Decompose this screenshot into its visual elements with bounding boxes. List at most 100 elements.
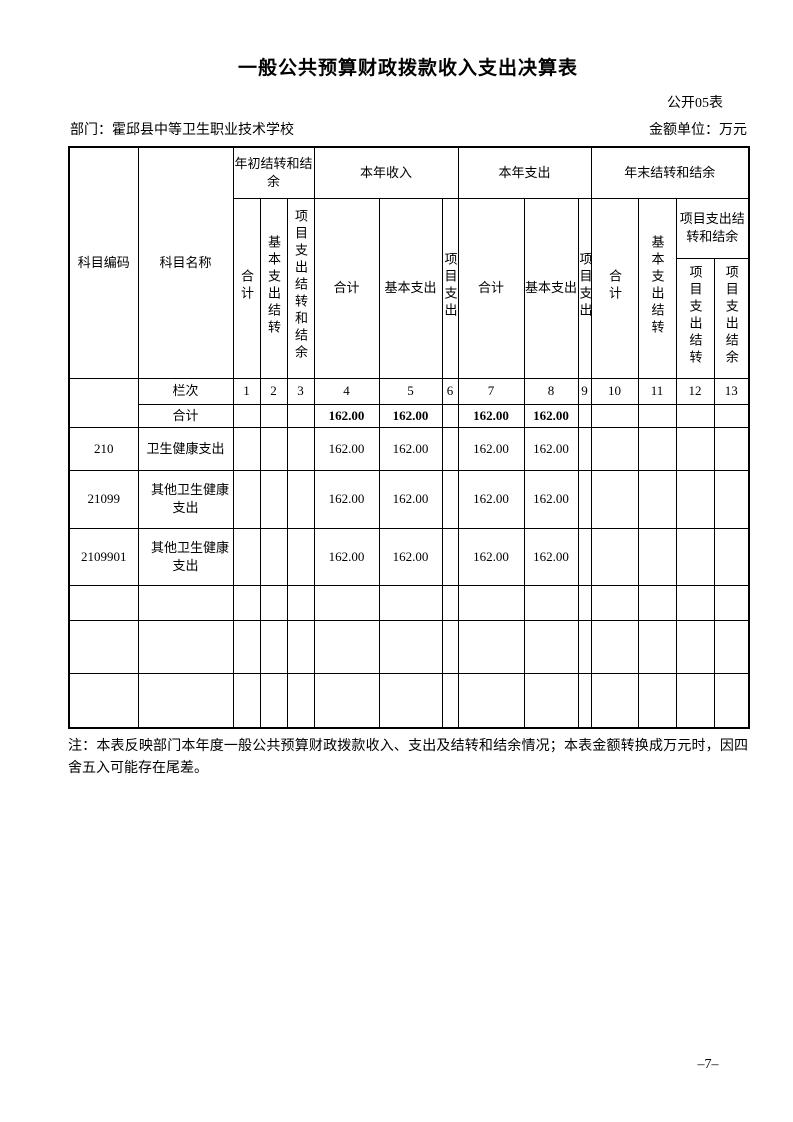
cell-empty — [378, 584, 443, 621]
header-col3: 项目支出结转和结余 — [286, 197, 315, 379]
cell-value: 162.00 — [378, 403, 443, 428]
cell-value — [577, 426, 592, 471]
header-col11-label: 基本支出结转 — [649, 234, 665, 337]
header-col5: 基本支出 — [378, 197, 443, 379]
table-row-empty — [68, 584, 750, 621]
header-col13-label: 项目支出结余 — [723, 264, 739, 367]
cell-empty — [577, 672, 592, 729]
cell-empty — [232, 619, 261, 674]
page-number: –7– — [697, 1057, 719, 1072]
column-index-11: 11 — [637, 377, 677, 405]
cell-value — [441, 527, 459, 586]
cell-value — [232, 403, 261, 428]
cell-value — [286, 527, 315, 586]
header-col1-label: 合计 — [239, 268, 254, 303]
cell-value: 162.00 — [457, 527, 525, 586]
cell-empty — [637, 672, 677, 729]
cell-name: 其他卫生健康支出 — [137, 527, 234, 586]
cell-empty — [68, 672, 139, 729]
header-col9: 项目支出 — [577, 197, 592, 379]
header-col3-label: 项目支出结转和结余 — [293, 209, 308, 363]
unit-label: 金额单位：万元 — [649, 123, 747, 138]
header-col1: 合计 — [232, 197, 261, 379]
column-index-7: 7 — [457, 377, 525, 405]
cell-value — [577, 469, 592, 529]
cell-empty — [590, 619, 639, 674]
header-col9-label: 项目支出 — [578, 251, 591, 320]
cell-value — [675, 426, 715, 471]
cell-empty — [577, 619, 592, 674]
cell-value — [713, 403, 750, 428]
cell-name: 其他卫生健康支出 — [137, 469, 234, 529]
cell-value — [675, 527, 715, 586]
cell-value: 162.00 — [523, 469, 579, 529]
cell-empty — [637, 584, 677, 621]
header-group-row: 科目编码 科目名称 年初结转和结余 本年收入 本年支出 年末结转和结余 — [68, 146, 750, 379]
cell-code: 21099 — [68, 469, 139, 529]
column-index-6: 6 — [441, 377, 459, 405]
header-end-balance-group: 年末结转和结余 — [590, 146, 750, 199]
cell-value — [675, 403, 715, 428]
table-row: 21099 其他卫生健康支出 162.00 162.00 162.00 162.… — [68, 469, 750, 529]
cell-empty — [713, 619, 750, 674]
cell-value: 162.00 — [457, 469, 525, 529]
cell-value: 162.00 — [313, 469, 380, 529]
budget-table: 科目编码 科目名称 年初结转和结余 本年收入 本年支出 年末结转和结余 合计 基… — [68, 146, 751, 729]
cell-blank-code — [68, 377, 139, 428]
cell-empty — [523, 672, 579, 729]
column-index-row: 栏次 1 2 3 4 5 6 7 8 9 10 11 12 13 — [68, 377, 750, 428]
table-row: 2109901 其他卫生健康支出 162.00 162.00 162.00 16… — [68, 527, 750, 586]
cell-empty — [286, 619, 315, 674]
cell-code: 210 — [68, 426, 139, 471]
cell-value — [441, 426, 459, 471]
header-col10-label: 合计 — [607, 268, 622, 303]
column-index-10: 10 — [590, 377, 639, 405]
cell-value — [259, 527, 288, 586]
cell-value — [259, 469, 288, 529]
column-index-8: 8 — [523, 377, 579, 405]
column-index-13: 13 — [713, 377, 750, 405]
cell-empty — [232, 584, 261, 621]
header-col10: 合计 — [590, 197, 639, 379]
cell-empty — [675, 619, 715, 674]
cell-empty — [441, 672, 459, 729]
cell-value — [577, 527, 592, 586]
header-sub-row2: 项目支出结转 项目支出结余 — [69, 257, 750, 379]
header-sub-row: 合计 基本支出结转 项目支出结转和结余 合计 基本支出 项目支出 合计 基本支出… — [69, 197, 750, 379]
header-begin-balance-group: 年初结转和结余 — [232, 146, 315, 199]
header-col12: 项目支出结转 — [675, 257, 715, 379]
cell-value — [713, 527, 750, 586]
header-expenditure-group: 本年支出 — [457, 146, 592, 199]
column-index-9: 9 — [577, 377, 592, 405]
cell-value — [675, 469, 715, 529]
column-index-3: 3 — [286, 377, 315, 405]
table-row-total: 合计 162.00 162.00 162.00 162.00 — [69, 403, 750, 428]
cell-value — [637, 426, 677, 471]
cell-value: 162.00 — [523, 403, 579, 428]
cell-value — [232, 469, 261, 529]
table-row: 210 卫生健康支出 162.00 162.00 162.00 162.00 — [68, 426, 750, 471]
table-row-empty — [68, 672, 750, 729]
cell-value — [590, 469, 639, 529]
cell-empty — [232, 672, 261, 729]
column-index-2: 2 — [259, 377, 288, 405]
cell-value — [232, 527, 261, 586]
column-index-4: 4 — [313, 377, 380, 405]
cell-value — [232, 426, 261, 471]
header-end-project-group: 项目支出结转和结余 — [675, 197, 750, 259]
cell-value: 162.00 — [457, 403, 525, 428]
cell-value: 162.00 — [313, 527, 380, 586]
cell-empty — [259, 672, 288, 729]
header-col6-label: 项目支出 — [442, 251, 458, 320]
cell-name: 合计 — [137, 403, 234, 428]
cell-name: 卫生健康支出 — [137, 426, 234, 471]
cell-empty — [713, 584, 750, 621]
cell-empty — [457, 619, 525, 674]
cell-empty — [457, 584, 525, 621]
table-row-empty — [68, 619, 750, 674]
cell-value — [713, 426, 750, 471]
header-col13: 项目支出结余 — [713, 257, 750, 379]
cell-empty — [137, 584, 234, 621]
cell-value: 162.00 — [378, 426, 443, 471]
cell-value — [441, 469, 459, 529]
